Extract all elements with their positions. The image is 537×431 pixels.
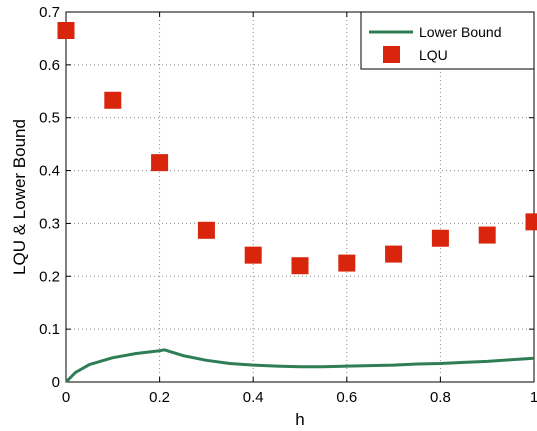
y-tick-label: 0.1 (39, 321, 60, 338)
y-tick-label: 0.7 (39, 4, 60, 21)
x-tick-label: 0.4 (243, 389, 264, 406)
legend-marker-swatch (383, 46, 400, 63)
series-line-lower-bound (64, 348, 535, 384)
lqu-marker (385, 245, 403, 263)
lqu-marker (478, 226, 496, 244)
x-axis-title: h (295, 410, 304, 429)
x-tick-label: 0.6 (336, 389, 357, 406)
y-tick-label: 0.4 (39, 163, 60, 180)
legend-label-lower-bound: Lower Bound (419, 24, 502, 40)
y-tick-label: 0.2 (39, 268, 60, 285)
x-tick-label: 0 (62, 389, 70, 406)
y-tick-label: 0.3 (39, 215, 60, 232)
lqu-marker (57, 22, 75, 39)
lqu-marker (291, 257, 309, 275)
tick-labels: 0 0.2 0.4 0.6 0.8 1 0 0.1 0.2 0.3 0.4 0.5 0.6 0.7 (39, 4, 537, 406)
series-layer (57, 22, 537, 384)
y-axis-title: LQU & Lower Bound (10, 119, 29, 275)
legend: Lower Bound LQU (360, 11, 535, 70)
lqu-marker (338, 254, 356, 272)
lqu-marker (525, 213, 537, 231)
plot-frame (65, 11, 535, 383)
legend-label-lqu: LQU (419, 47, 448, 63)
lqu-marker (244, 246, 262, 264)
x-tick-label: 0.8 (430, 389, 451, 406)
y-tick-label: 0.5 (39, 110, 60, 127)
grid (66, 12, 534, 382)
lqu-marker (431, 229, 449, 247)
y-tick-label: 0 (52, 374, 60, 391)
lqu-marker (104, 91, 122, 109)
x-tick-label: 0.2 (149, 389, 170, 406)
lqu-marker (151, 154, 169, 172)
y-tick-label: 0.6 (39, 57, 60, 74)
lqu-marker (197, 221, 215, 239)
x-tick-label: 1 (530, 389, 537, 406)
